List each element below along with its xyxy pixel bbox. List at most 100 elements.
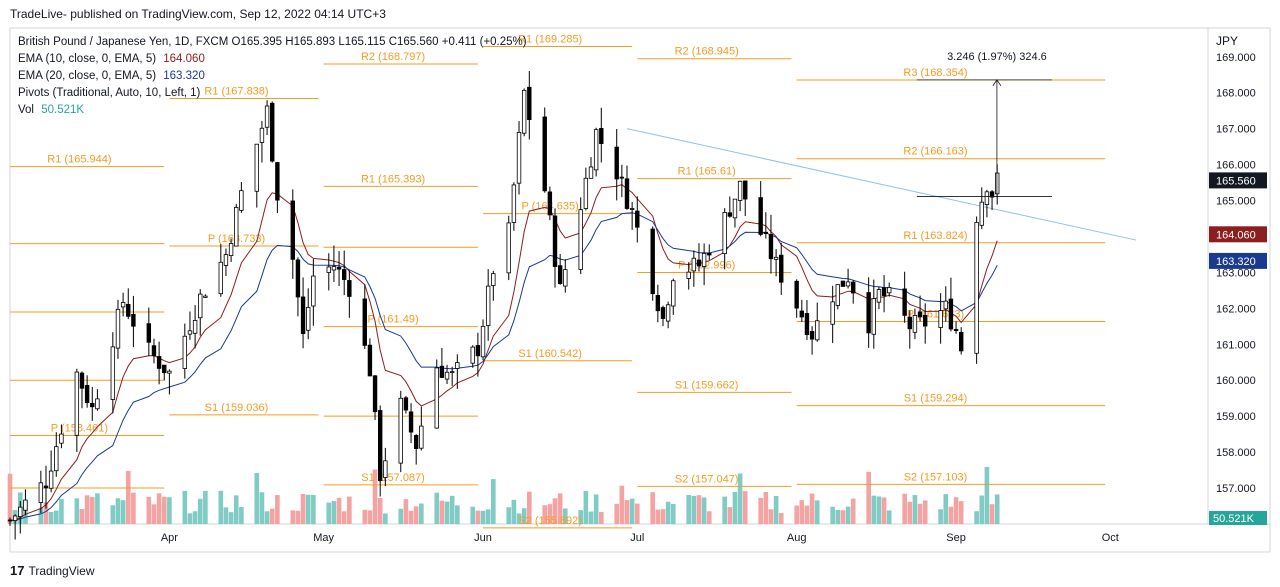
volume-bar [455,505,460,524]
volume-bar [840,510,846,524]
legend-ema20-row[interactable]: EMA (20, close, 0, EMA, 5) 163.320 [18,70,205,82]
candle-body [588,166,594,179]
pivot-label: R2 (168.797) [361,51,425,63]
candle-body [198,293,203,319]
volume-bar [598,511,604,524]
y-tick-label: 160.000 [1216,375,1256,387]
candle-body [444,371,450,380]
candle-body [59,433,64,444]
x-tick-label: Jun [474,532,492,544]
pivot-label: S1 (160.542) [518,348,582,360]
ema10-label: EMA (10, close, 0, EMA, 5) [18,53,157,65]
candle-body [660,307,666,319]
volume-bar [835,509,841,524]
volume-bar [706,511,712,524]
candle-body [635,210,640,228]
candle-body [722,212,727,255]
volume-bar [542,505,548,524]
candle-body [696,259,702,267]
x-tick-label: Sep [946,532,966,544]
volume-bar [526,491,532,524]
price-axis[interactable]: JPY 157.000 158.000 159.000 160.000 161.000 1… [1216,34,1256,495]
candle-body [311,275,316,307]
x-tick-label: Aug [787,532,807,544]
volume-bar [146,496,152,524]
volume-bar [295,510,301,524]
candle-body [527,86,532,120]
volume-bar [7,473,13,524]
candle-body [372,375,378,413]
volume-bar [161,496,167,524]
volume-bar [624,500,630,524]
pivot-label: S1 (157.087) [361,472,425,484]
ema10-value: 164.060 [163,53,205,65]
volume-bar [907,501,913,524]
volume-bar [115,498,121,524]
volume-bar [59,498,64,524]
volume-bar [953,497,959,524]
candle-body [95,398,100,410]
candle-body [578,209,583,270]
candle-body [326,266,331,273]
candle-body [794,280,799,309]
candle-body [79,372,85,389]
legend-pivots-row[interactable]: Pivots (Traditional, Auto, 10, Left, 1) [18,87,200,99]
volume-bar [948,506,954,524]
volume-bar [886,510,892,524]
candle-body [74,371,80,436]
candle-body [254,143,259,192]
candle-body [90,402,95,408]
candle-body [475,345,481,357]
pivot-levels: R1 (165.944)P (158.461)R1 (167.838)P (16… [10,34,1106,529]
legend-vol-row[interactable]: Vol 50.521K [18,104,84,116]
volume-bar [218,490,224,524]
legend-ema10-row[interactable]: EMA (10, close, 0, EMA, 5) 164.060 [18,53,205,65]
candle-body [563,269,568,287]
candle-body [845,281,851,287]
candle-body [162,364,167,374]
pivot-label: S2 (157.103) [904,471,968,483]
volume-bar [84,495,90,524]
volume-bar [290,510,296,524]
legend-symbol-row[interactable]: British Pound / Japanese Yen, 1D, FXCM O… [18,36,527,48]
candle-body [115,308,121,349]
pivot-label: R1 (163.824) [903,230,967,242]
candle-body [552,215,558,267]
candle-body [809,330,815,340]
volume-bar [943,494,949,524]
pivot-label: S2 (155.892) [518,515,582,527]
candle-body [923,314,928,327]
y-tick-label: 157.000 [1216,483,1256,495]
candle-body [629,208,635,210]
measure-tool[interactable]: 3.246 (1.97%) 324.6 [916,51,1052,197]
candle-body [851,281,856,294]
candle-body [773,256,779,260]
volume-bar [326,502,332,524]
volume-bar [670,503,676,524]
volume-bar [239,507,244,524]
candle-body [583,177,589,209]
volume-bar [660,509,666,524]
candle-body [12,515,18,521]
volume-bar [871,495,877,524]
volume-bar [269,508,275,524]
volume-bar [305,494,311,524]
last-price-tag-bg [1209,172,1267,189]
candle-body [38,482,44,503]
volume-bar [984,466,990,524]
candle-body [907,316,912,330]
candle-body [480,325,486,358]
trendline[interactable] [626,128,1137,241]
candle-body [887,287,892,294]
volume-bar [665,501,671,524]
candle-body [434,367,439,429]
time-axis[interactable]: Apr May Jun Jul Aug Sep Oct [161,532,1119,544]
candle-body [48,470,54,489]
volume-bar [372,469,378,524]
candle-body [840,280,846,287]
volume-bar [475,510,481,524]
candle-body [763,231,769,235]
volume-bar [125,470,131,524]
volume-bar [629,498,635,524]
